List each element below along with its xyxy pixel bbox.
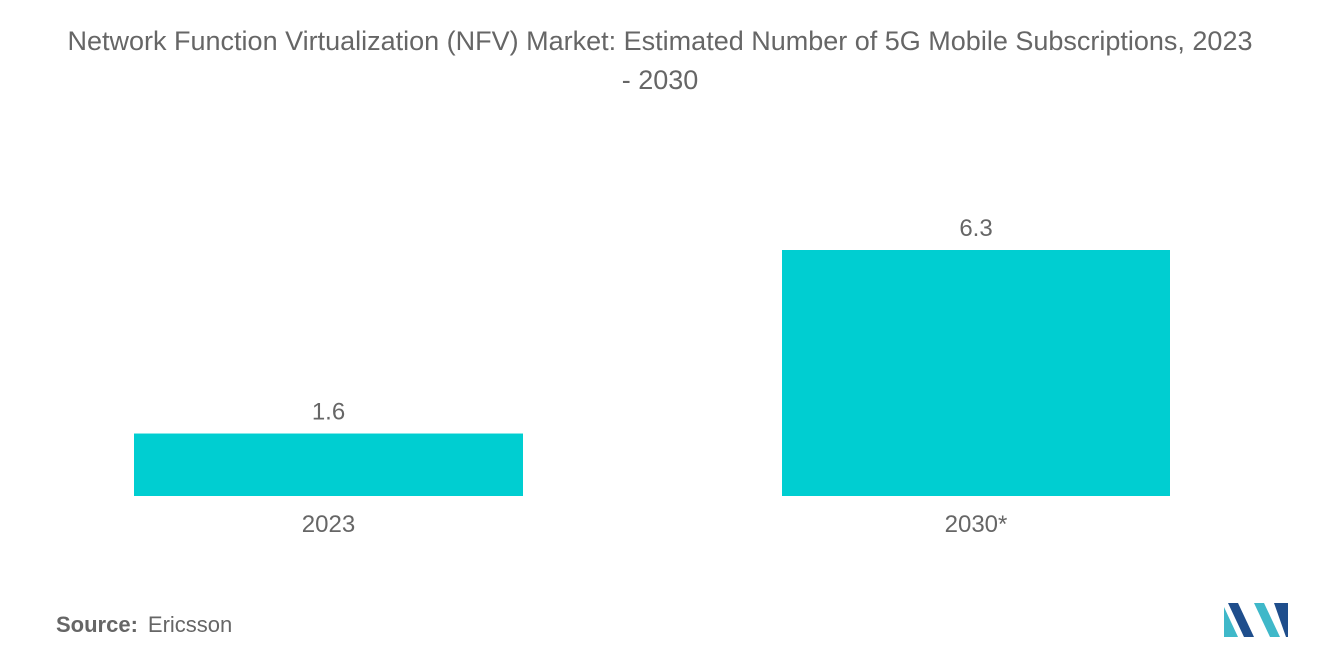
x-tick-label: 2030* <box>945 511 1008 538</box>
data-label: 6.3 <box>959 215 992 242</box>
bar-chart: 1.6 2023 6.3 2030* <box>134 215 1170 538</box>
mordor-intelligence-logo <box>1224 603 1288 637</box>
source-note: Source: Ericsson <box>56 612 232 638</box>
data-label: 1.6 <box>312 399 345 426</box>
bar-2023 <box>134 433 523 496</box>
bar-2030 <box>782 250 1170 496</box>
x-tick-label: 2023 <box>302 511 355 538</box>
chart-title: Network Function Virtualization (NFV) Ma… <box>67 26 1253 95</box>
logo-right-diagonal <box>1254 603 1280 637</box>
logo-left-diagonal <box>1228 603 1254 637</box>
source-value: Ericsson <box>147 612 233 637</box>
logo-right-stem <box>1274 603 1288 637</box>
source-label: Source: <box>56 612 138 637</box>
logo-left-stem <box>1224 607 1238 637</box>
